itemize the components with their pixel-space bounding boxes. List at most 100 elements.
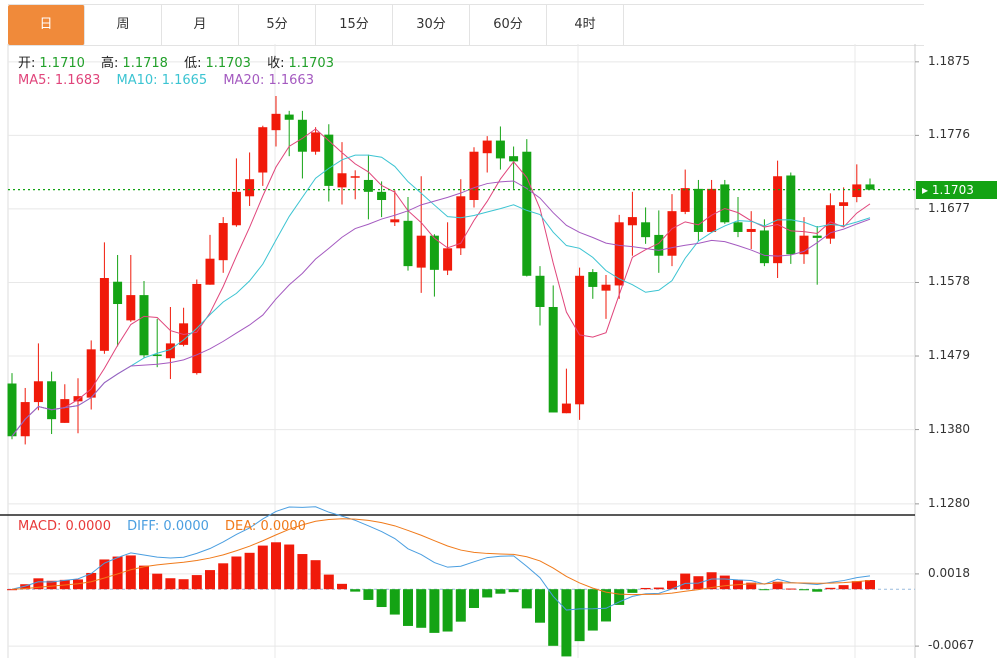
dea-value: DEA: 0.0000 <box>225 519 306 534</box>
candle-body <box>7 383 17 437</box>
low-label: 低: <box>184 56 202 71</box>
diff-line <box>11 506 871 611</box>
macd-bar <box>508 589 519 593</box>
macd-bar <box>7 589 17 591</box>
high-label: 高: <box>101 56 119 71</box>
macd-bar <box>337 583 347 590</box>
macd-bar <box>178 579 189 590</box>
macd-bar <box>838 585 849 590</box>
candle-body <box>799 235 809 255</box>
candle-body <box>575 275 585 405</box>
candle-body <box>47 381 57 420</box>
candle-body <box>654 234 664 256</box>
candle-body <box>126 295 136 321</box>
price-axis-label: 1.1280 <box>928 495 970 510</box>
candle-body <box>707 188 717 232</box>
candle-body <box>205 258 215 285</box>
tab-7[interactable]: 4时 <box>547 5 624 45</box>
candle-body <box>865 184 875 190</box>
macd-bar <box>759 589 770 591</box>
macd-bar <box>429 589 440 633</box>
ma10-line <box>11 154 871 437</box>
candle-body <box>667 211 677 256</box>
macd-bar <box>257 545 268 590</box>
tab-3[interactable]: 5分 <box>239 5 316 45</box>
macd-bar <box>719 575 730 590</box>
candle-body <box>139 295 149 356</box>
macd-bar <box>310 560 321 590</box>
macd-bar <box>191 575 202 590</box>
price-axis-label: 1.1776 <box>928 127 970 142</box>
macd-bar <box>86 572 97 590</box>
macd-bar <box>323 574 334 590</box>
candle-body <box>99 278 109 351</box>
macd-bar <box>627 589 638 593</box>
candle-body <box>33 381 43 403</box>
macd-value: MACD: 0.0000 <box>18 519 111 534</box>
diff-value: DIFF: 0.0000 <box>127 519 209 534</box>
macd-bar <box>667 580 677 590</box>
macd-bar <box>521 589 532 609</box>
tab-0[interactable]: 日 <box>8 5 85 45</box>
macd-bar <box>416 589 427 628</box>
tab-2[interactable]: 月 <box>162 5 239 45</box>
macd-bar <box>442 589 453 632</box>
tab-1[interactable]: 周 <box>85 5 162 45</box>
low-value: 1.1703 <box>205 56 251 71</box>
macd-bar <box>205 570 215 590</box>
candle-body <box>429 235 439 270</box>
open-label: 开: <box>18 56 36 71</box>
candle-body <box>297 119 307 152</box>
macd-bar <box>825 587 836 590</box>
candle-body <box>258 127 268 173</box>
price-axis-label: 1.1677 <box>928 200 970 215</box>
candle-body <box>165 343 175 359</box>
macd-bar <box>20 584 31 590</box>
macd-bar <box>469 589 479 608</box>
macd-bar <box>706 572 717 590</box>
current-price: 1.1703 <box>931 183 974 197</box>
tab-4[interactable]: 15分 <box>316 5 393 45</box>
candle-body <box>416 235 426 268</box>
period-tabs: 日周月 5分 15分 30分 60分 4时 <box>8 4 924 46</box>
macd-bar <box>601 589 611 622</box>
macd-bar <box>574 589 585 642</box>
ohlc-legend: 开: 1.1710 高: 1.1718 低: 1.1703 收: 1.1703 <box>18 52 338 71</box>
macd-bar <box>785 588 796 590</box>
macd-bar <box>403 589 413 626</box>
candle-body <box>324 134 334 186</box>
price-axis-label: 1.1479 <box>928 348 970 363</box>
macd-bar <box>33 578 44 590</box>
open-value: 1.1710 <box>39 56 85 71</box>
candle-body <box>73 396 83 402</box>
candle-body <box>152 354 162 357</box>
candle-body <box>548 306 558 413</box>
macd-bar <box>350 589 361 592</box>
tab-5[interactable]: 30分 <box>393 5 470 45</box>
macd-bar <box>363 589 374 600</box>
close-value: 1.1703 <box>288 56 334 71</box>
macd-bar <box>548 589 559 646</box>
price-axis-label: 1.1380 <box>928 421 970 436</box>
candle-body <box>245 179 255 197</box>
macd-bar <box>389 589 400 615</box>
macd-bar <box>772 581 783 590</box>
candle-body <box>561 403 571 414</box>
ma20-value: MA20: 1.1663 <box>223 73 314 88</box>
candle-body <box>535 275 545 307</box>
macd-bar <box>812 589 823 592</box>
macd-bar <box>244 552 255 590</box>
ma10-value: MA10: 1.1665 <box>116 73 208 88</box>
macd-bar <box>653 587 664 590</box>
candle-body <box>720 184 730 223</box>
macd-bar <box>125 555 136 590</box>
candle-body <box>852 184 862 198</box>
tab-6[interactable]: 60分 <box>470 5 547 45</box>
macd-bar <box>99 559 110 590</box>
candle-body <box>786 175 796 255</box>
macd-bar <box>46 580 57 590</box>
macd-bar <box>73 579 83 590</box>
candle-body <box>588 272 598 287</box>
macd-bar <box>495 589 506 594</box>
